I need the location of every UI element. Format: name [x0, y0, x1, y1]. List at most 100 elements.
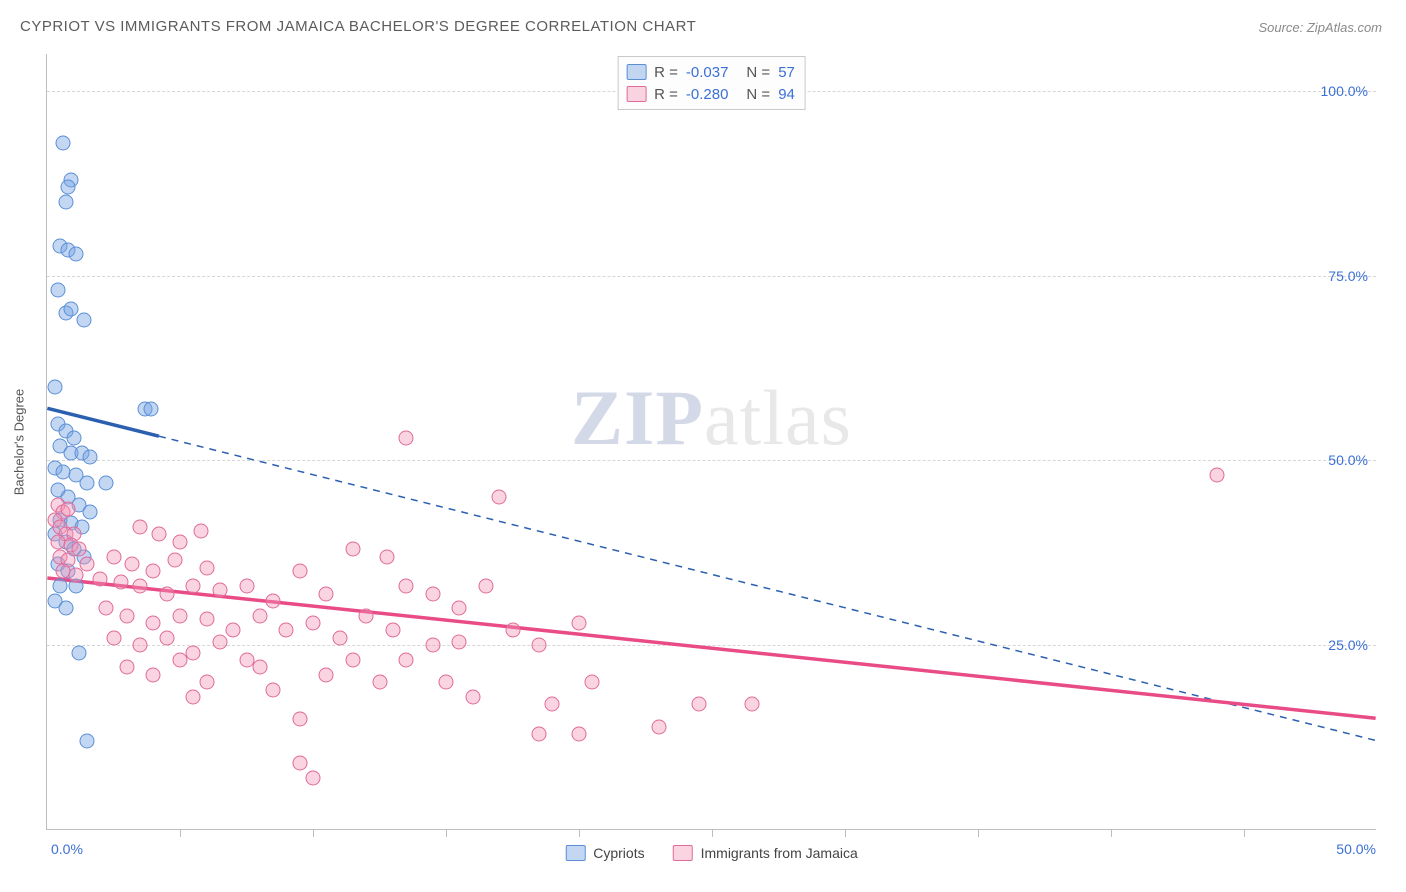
data-point-cypriots: [53, 579, 68, 594]
data-point-jamaica: [319, 667, 334, 682]
data-point-cypriots: [63, 301, 78, 316]
r-value-jamaica: -0.280: [686, 86, 729, 103]
data-point-cypriots: [55, 135, 70, 150]
data-point-jamaica: [452, 634, 467, 649]
chart-title: CYPRIOT VS IMMIGRANTS FROM JAMAICA BACHE…: [20, 18, 696, 35]
data-point-jamaica: [691, 697, 706, 712]
data-point-jamaica: [93, 571, 108, 586]
data-point-jamaica: [744, 697, 759, 712]
r-label: R =: [654, 86, 678, 103]
data-point-jamaica: [167, 553, 182, 568]
x-tick: [180, 829, 181, 837]
data-point-jamaica: [119, 608, 134, 623]
data-point-jamaica: [173, 608, 188, 623]
x-tick: [1111, 829, 1112, 837]
data-point-jamaica: [252, 608, 267, 623]
data-point-jamaica: [186, 689, 201, 704]
data-point-jamaica: [505, 623, 520, 638]
x-tick: [313, 829, 314, 837]
legend-item-jamaica: Immigrants from Jamaica: [673, 845, 858, 861]
data-point-jamaica: [114, 575, 129, 590]
data-point-cypriots: [79, 734, 94, 749]
data-point-cypriots: [71, 645, 86, 660]
data-point-jamaica: [106, 630, 121, 645]
data-point-jamaica: [292, 712, 307, 727]
data-point-cypriots: [82, 505, 97, 520]
data-point-jamaica: [585, 675, 600, 690]
regression-line-dashed-cypriots: [159, 436, 1376, 740]
legend-item-cypriots: Cypriots: [565, 845, 644, 861]
x-tick: [712, 829, 713, 837]
data-point-jamaica: [465, 689, 480, 704]
data-point-jamaica: [572, 726, 587, 741]
data-point-jamaica: [306, 616, 321, 631]
data-point-jamaica: [106, 549, 121, 564]
data-point-jamaica: [452, 601, 467, 616]
data-point-jamaica: [306, 771, 321, 786]
n-label: N =: [746, 86, 770, 103]
regression-lines-layer: [47, 54, 1376, 829]
data-point-jamaica: [119, 660, 134, 675]
data-point-jamaica: [151, 527, 166, 542]
data-point-cypriots: [77, 313, 92, 328]
data-point-cypriots: [47, 379, 62, 394]
data-point-jamaica: [532, 726, 547, 741]
data-point-jamaica: [239, 579, 254, 594]
data-point-jamaica: [69, 568, 84, 583]
data-point-cypriots: [58, 194, 73, 209]
data-point-jamaica: [385, 623, 400, 638]
x-tick: [1244, 829, 1245, 837]
corr-row-cypriots: R = -0.037 N = 57: [626, 61, 795, 83]
r-label: R =: [654, 64, 678, 81]
data-point-jamaica: [159, 630, 174, 645]
regression-line-jamaica: [47, 578, 1375, 718]
x-tick: [446, 829, 447, 837]
source-attribution: Source: ZipAtlas.com: [1258, 20, 1382, 35]
r-value-cypriots: -0.037: [686, 64, 729, 81]
data-point-cypriots: [61, 180, 76, 195]
legend-swatch-cypriots: [565, 845, 585, 861]
data-point-jamaica: [173, 653, 188, 668]
data-point-jamaica: [98, 601, 113, 616]
data-point-jamaica: [266, 682, 281, 697]
data-point-jamaica: [279, 623, 294, 638]
data-point-jamaica: [492, 490, 507, 505]
data-point-jamaica: [572, 616, 587, 631]
data-point-jamaica: [133, 579, 148, 594]
data-point-jamaica: [194, 523, 209, 538]
data-point-jamaica: [319, 586, 334, 601]
n-value-jamaica: 94: [778, 86, 795, 103]
data-point-jamaica: [266, 593, 281, 608]
data-point-jamaica: [212, 634, 227, 649]
plot-area: Bachelor's Degree ZIPatlas 25.0%50.0%75.…: [46, 54, 1376, 830]
data-point-jamaica: [425, 586, 440, 601]
data-point-jamaica: [380, 549, 395, 564]
series-legend: Cypriots Immigrants from Jamaica: [565, 845, 858, 861]
data-point-jamaica: [173, 534, 188, 549]
n-label: N =: [746, 64, 770, 81]
swatch-cypriots: [626, 64, 646, 80]
data-point-jamaica: [61, 501, 76, 516]
x-axis-max-label: 50.0%: [1336, 841, 1376, 857]
data-point-cypriots: [98, 475, 113, 490]
data-point-jamaica: [186, 579, 201, 594]
data-point-jamaica: [159, 586, 174, 601]
data-point-jamaica: [439, 675, 454, 690]
data-point-jamaica: [399, 653, 414, 668]
data-point-jamaica: [186, 645, 201, 660]
data-point-jamaica: [146, 564, 161, 579]
correlation-legend: R = -0.037 N = 57 R = -0.280 N = 94: [617, 56, 806, 110]
data-point-jamaica: [252, 660, 267, 675]
data-point-jamaica: [399, 579, 414, 594]
data-point-jamaica: [199, 560, 214, 575]
corr-row-jamaica: R = -0.280 N = 94: [626, 83, 795, 105]
data-point-cypriots: [69, 246, 84, 261]
data-point-jamaica: [146, 616, 161, 631]
data-point-cypriots: [50, 283, 65, 298]
legend-label-jamaica: Immigrants from Jamaica: [701, 845, 858, 861]
legend-label-cypriots: Cypriots: [593, 845, 644, 861]
data-point-cypriots: [66, 431, 81, 446]
data-point-jamaica: [125, 556, 140, 571]
n-value-cypriots: 57: [778, 64, 795, 81]
swatch-jamaica: [626, 86, 646, 102]
